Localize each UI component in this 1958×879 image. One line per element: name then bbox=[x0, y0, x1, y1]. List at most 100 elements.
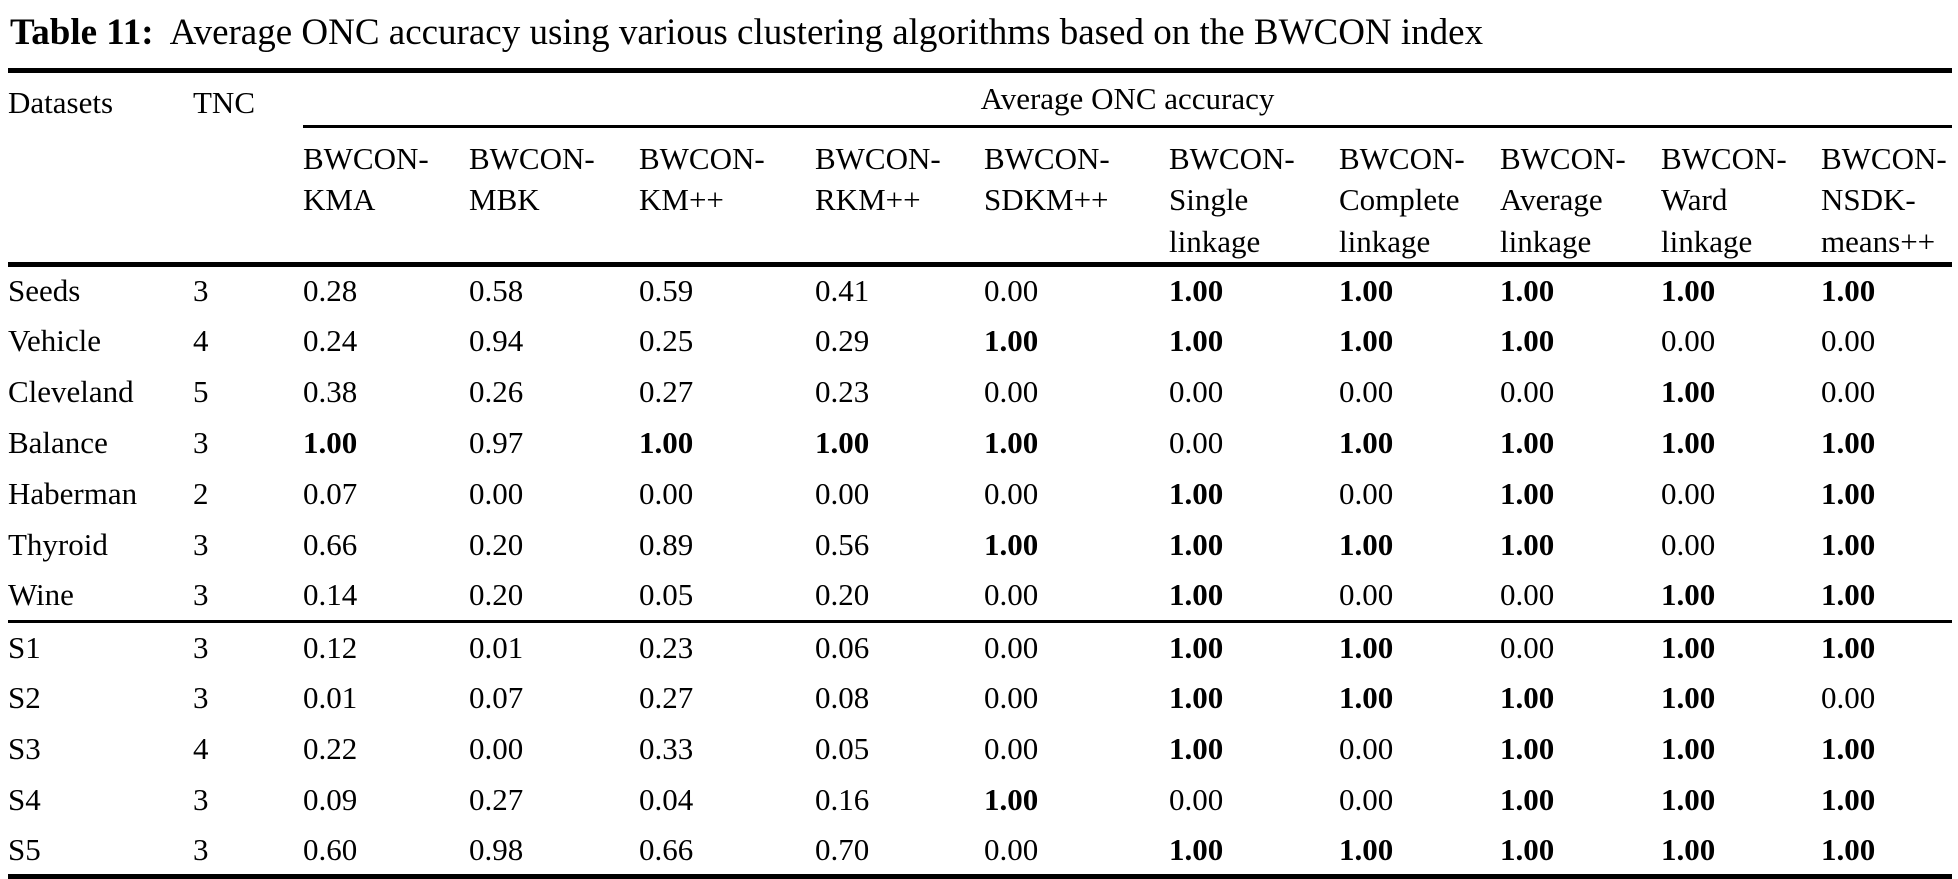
accuracy-value-bwcon-ward-linkage: 1.00 bbox=[1661, 424, 1716, 460]
dataset-name: Seeds bbox=[8, 273, 81, 309]
accuracy-value-bwcon-rkmpp: 0.20 bbox=[815, 570, 984, 623]
accuracy-value-bwcon-average-linkage: 1.00 bbox=[1500, 475, 1555, 511]
tnc-value: 3 bbox=[193, 570, 303, 623]
column-header-datasets: Datasets bbox=[8, 70, 193, 267]
tnc-value: 3 bbox=[193, 831, 209, 867]
accuracy-value-bwcon-complete-linkage: 1.00 bbox=[1339, 322, 1394, 358]
method-header-row: BWCON- KMA BWCON- MBK BWCON- KM++ BWCON- RKM++ B… bbox=[8, 126, 1953, 267]
accuracy-value-bwcon-ward-linkage: 1.00 bbox=[1661, 273, 1716, 309]
column-header-bwcon-complete-linkage: BWCON- Complete linkage bbox=[1339, 126, 1500, 267]
accuracy-value-bwcon-average-linkage: 1.00 bbox=[1500, 273, 1555, 309]
table-row-s4: S4 3 0.09 0.27 0.04 0.16 1.00 0.00 0.00 1.00 1.00 1… bbox=[8, 774, 1952, 825]
dataset-name: S4 bbox=[8, 781, 41, 817]
accuracy-value-bwcon-rkmpp: 1.00 bbox=[815, 424, 870, 460]
accuracy-value-bwcon-complete-linkage: 1.00 bbox=[1339, 424, 1394, 460]
dataset-name: S5 bbox=[8, 831, 41, 867]
accuracy-value-bwcon-mbk: 0.97 bbox=[469, 424, 524, 460]
accuracy-value-bwcon-average-linkage: 1.00 bbox=[1500, 526, 1555, 562]
table-row-cleveland: Cleveland 5 0.38 0.26 0.27 0.23 0.00 0.00 0.00 0.… bbox=[8, 366, 1952, 417]
table-row-wine: Wine 3 0.14 0.20 0.05 0.20 0.00 1.00 0.00 0.00 1.0… bbox=[8, 570, 1953, 623]
accuracy-value-bwcon-complete-linkage: 0.00 bbox=[1339, 781, 1394, 817]
accuracy-value-bwcon-kma: 0.07 bbox=[303, 475, 358, 511]
dataset-name: Haberman bbox=[8, 475, 138, 511]
accuracy-value-bwcon-rkmpp: 0.23 bbox=[815, 373, 870, 409]
table-row-s2: S2 3 0.01 0.07 0.27 0.08 0.00 1.00 1.00 1.00 1.00 0… bbox=[8, 672, 1952, 723]
accuracy-value-bwcon-ward-linkage: 1.00 bbox=[1661, 730, 1716, 766]
accuracy-value-bwcon-single-linkage: 1.00 bbox=[1169, 679, 1224, 715]
accuracy-value-bwcon-average-linkage: 1.00 bbox=[1500, 322, 1555, 358]
accuracy-value-bwcon-mbk: 0.20 bbox=[469, 570, 639, 623]
accuracy-value-bwcon-complete-linkage: 1.00 bbox=[1339, 679, 1394, 715]
accuracy-value-bwcon-mbk: 0.27 bbox=[469, 781, 524, 817]
accuracy-value-bwcon-kma: 0.28 bbox=[303, 273, 358, 309]
accuracy-value-bwcon-complete-linkage: 0.00 bbox=[1339, 730, 1394, 766]
column-header-bwcon-average-linkage: BWCON- Average linkage bbox=[1500, 126, 1661, 267]
accuracy-value-bwcon-ward-linkage: 0.00 bbox=[1661, 475, 1716, 511]
accuracy-value-bwcon-nsdk-meanspp: 1.00 bbox=[1821, 424, 1876, 460]
accuracy-value-bwcon-single-linkage: 1.00 bbox=[1169, 475, 1224, 511]
accuracy-value-bwcon-kmpp: 0.25 bbox=[639, 322, 694, 358]
dataset-name: Thyroid bbox=[8, 526, 108, 562]
column-header-bwcon-kma: BWCON- KMA bbox=[303, 126, 469, 267]
column-header-bwcon-kmpp: BWCON- KM++ bbox=[639, 126, 815, 267]
accuracy-value-bwcon-sdkmpp: 1.00 bbox=[984, 781, 1039, 817]
accuracy-value-bwcon-ward-linkage: 1.00 bbox=[1661, 373, 1716, 409]
accuracy-value-bwcon-single-linkage: 1.00 bbox=[1169, 730, 1224, 766]
accuracy-value-bwcon-sdkmpp: 0.00 bbox=[984, 831, 1039, 867]
table-row-thyroid: Thyroid 3 0.66 0.20 0.89 0.56 1.00 1.00 1.00 1.00… bbox=[8, 519, 1952, 570]
accuracy-value-bwcon-nsdk-meanspp: 1.00 bbox=[1821, 629, 1876, 665]
dataset-name: Vehicle bbox=[8, 322, 101, 358]
accuracy-value-bwcon-mbk: 0.07 bbox=[469, 679, 524, 715]
tnc-value: 3 bbox=[193, 629, 209, 665]
dataset-name: S1 bbox=[8, 629, 41, 665]
accuracy-value-bwcon-ward-linkage: 1.00 bbox=[1661, 781, 1716, 817]
accuracy-value-bwcon-nsdk-meanspp: 1.00 bbox=[1821, 475, 1876, 511]
accuracy-value-bwcon-nsdk-meanspp: 1.00 bbox=[1821, 730, 1876, 766]
column-group-header-average-onc-accuracy: Average ONC accuracy bbox=[303, 70, 1953, 129]
accuracy-value-bwcon-ward-linkage: 0.00 bbox=[1661, 526, 1716, 562]
accuracy-value-bwcon-rkmpp: 0.56 bbox=[815, 526, 870, 562]
accuracy-value-bwcon-mbk: 0.00 bbox=[469, 730, 524, 766]
table-caption-label: Table 11: bbox=[10, 12, 154, 53]
accuracy-value-bwcon-kmpp: 0.27 bbox=[639, 679, 694, 715]
accuracy-value-bwcon-complete-linkage: 0.00 bbox=[1339, 373, 1394, 409]
accuracy-value-bwcon-kma: 0.38 bbox=[303, 373, 358, 409]
accuracy-value-bwcon-average-linkage: 1.00 bbox=[1500, 679, 1555, 715]
accuracy-value-bwcon-rkmpp: 0.70 bbox=[815, 831, 870, 867]
accuracy-value-bwcon-nsdk-meanspp: 1.00 bbox=[1821, 526, 1876, 562]
accuracy-value-bwcon-kma: 1.00 bbox=[303, 424, 358, 460]
accuracy-value-bwcon-sdkmpp: 1.00 bbox=[984, 526, 1039, 562]
accuracy-value-bwcon-sdkmpp: 0.00 bbox=[984, 730, 1039, 766]
accuracy-value-bwcon-single-linkage: 0.00 bbox=[1169, 373, 1224, 409]
accuracy-value-bwcon-kma: 0.01 bbox=[303, 679, 358, 715]
accuracy-value-bwcon-sdkmpp: 0.00 bbox=[984, 475, 1039, 511]
column-header-bwcon-nsdk-meanspp: BWCON- NSDK-means++ bbox=[1821, 126, 1953, 267]
accuracy-value-bwcon-sdkmpp: 0.00 bbox=[984, 373, 1039, 409]
accuracy-value-bwcon-rkmpp: 0.41 bbox=[815, 273, 870, 309]
accuracy-value-bwcon-complete-linkage: 0.00 bbox=[1339, 475, 1394, 511]
accuracy-value-bwcon-kma: 0.14 bbox=[303, 570, 469, 623]
accuracy-value-bwcon-average-linkage: 1.00 bbox=[1500, 831, 1555, 867]
accuracy-value-bwcon-single-linkage: 1.00 bbox=[1169, 629, 1224, 665]
accuracy-value-bwcon-average-linkage: 1.00 bbox=[1500, 730, 1555, 766]
accuracy-value-bwcon-ward-linkage: 1.00 bbox=[1661, 629, 1716, 665]
tnc-value: 3 bbox=[193, 781, 209, 817]
tnc-value: 4 bbox=[193, 322, 209, 358]
results-table: Datasets TNC Average ONC accuracy BWCON-… bbox=[8, 68, 1953, 879]
accuracy-value-bwcon-ward-linkage: 1.00 bbox=[1661, 679, 1716, 715]
accuracy-value-bwcon-kmpp: 0.00 bbox=[639, 475, 694, 511]
accuracy-value-bwcon-average-linkage: 0.00 bbox=[1500, 373, 1555, 409]
table-row-seeds: Seeds 3 0.28 0.58 0.59 0.41 0.00 1.00 1.00 1.00 1.… bbox=[8, 264, 1952, 315]
accuracy-value-bwcon-kmpp: 1.00 bbox=[639, 424, 694, 460]
accuracy-value-bwcon-nsdk-meanspp: 1.00 bbox=[1821, 570, 1953, 623]
table-caption-text: Average ONC accuracy using various clust… bbox=[169, 12, 1484, 53]
group-header-row: Datasets TNC Average ONC accuracy bbox=[8, 70, 1953, 267]
accuracy-value-bwcon-sdkmpp: 0.00 bbox=[984, 570, 1169, 623]
accuracy-value-bwcon-rkmpp: 0.05 bbox=[815, 730, 870, 766]
accuracy-value-bwcon-mbk: 0.58 bbox=[469, 273, 524, 309]
accuracy-value-bwcon-average-linkage: 0.00 bbox=[1500, 570, 1661, 623]
accuracy-value-bwcon-complete-linkage: 1.00 bbox=[1339, 526, 1394, 562]
accuracy-value-bwcon-kma: 0.22 bbox=[303, 730, 358, 766]
column-header-bwcon-ward-linkage: BWCON- Ward linkage bbox=[1661, 126, 1821, 267]
accuracy-value-bwcon-mbk: 0.00 bbox=[469, 475, 524, 511]
